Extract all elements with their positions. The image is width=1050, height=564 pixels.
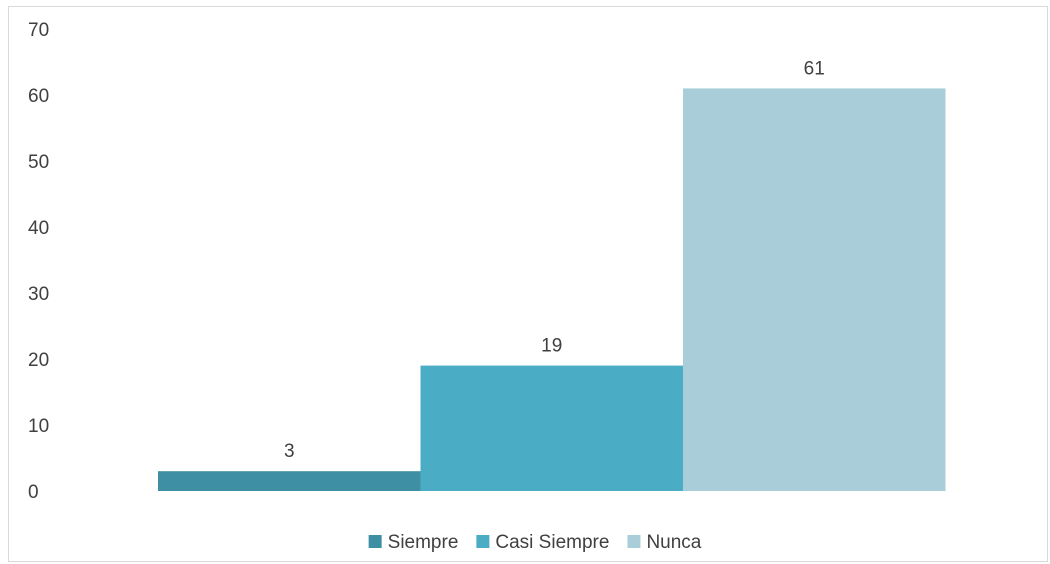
- legend-label: Siempre: [388, 532, 459, 553]
- data-label: 3: [284, 441, 295, 462]
- y-tick-label: 20: [28, 350, 49, 371]
- y-tick-label: 30: [28, 284, 49, 305]
- legend: Siempre Casi Siempre Nunca: [368, 532, 702, 553]
- chart-frame: [8, 6, 1048, 562]
- legend-swatch: [368, 535, 382, 548]
- y-tick-label: 50: [28, 152, 49, 173]
- bar-siempre: [158, 471, 421, 491]
- bar-nunca: [683, 88, 946, 492]
- data-label: 19: [541, 336, 562, 357]
- y-tick-label: 10: [28, 416, 49, 437]
- legend-swatch: [627, 535, 641, 548]
- legend-item: Siempre: [368, 532, 459, 553]
- legend-label: Nunca: [646, 532, 701, 553]
- legend-item: Casi Siempre: [476, 532, 609, 553]
- data-labels: 3 19 61: [284, 58, 825, 462]
- legend-swatch: [476, 535, 490, 548]
- y-tick-label: 0: [28, 482, 39, 503]
- bar-casi-siempre: [420, 365, 683, 491]
- y-tick-label: 70: [28, 20, 49, 41]
- legend-label: Casi Siempre: [495, 532, 609, 553]
- bars: [158, 88, 946, 492]
- y-axis: 0 10 20 30 40 50 60 70: [28, 20, 49, 503]
- legend-item: Nunca: [627, 532, 702, 553]
- y-tick-label: 60: [28, 86, 49, 107]
- data-label: 61: [804, 58, 825, 79]
- y-tick-label: 40: [28, 218, 49, 239]
